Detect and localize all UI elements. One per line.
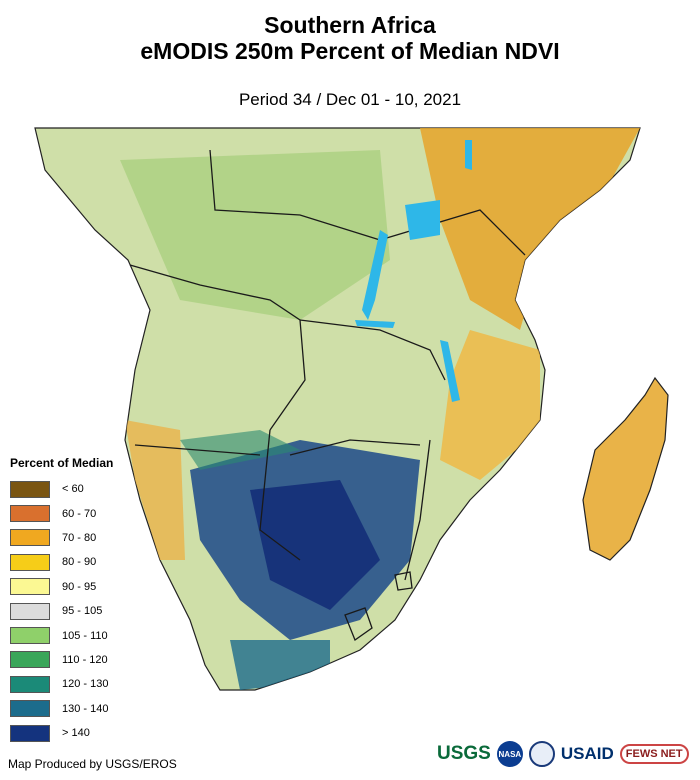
kariba-lake: [355, 320, 395, 328]
legend-item: > 140: [10, 721, 113, 745]
legend-label: 105 - 110: [62, 629, 108, 642]
legend-item: 80 - 90: [10, 550, 113, 574]
legend-swatch: [10, 724, 50, 742]
legend-swatch: [10, 602, 50, 620]
legend-swatch: [10, 651, 50, 669]
legend-label: 120 - 130: [62, 678, 109, 691]
legend-item: 70 - 80: [10, 526, 113, 550]
legend-label: 130 - 140: [62, 702, 109, 715]
kalahari-core-zone: [250, 480, 380, 610]
lake-malawi: [440, 340, 460, 402]
credit-text: Map Produced by USGS/EROS: [8, 757, 177, 771]
legend-title: Percent of Median: [10, 456, 114, 470]
legend-swatch: [10, 529, 50, 547]
central-green-zone: [120, 150, 390, 320]
legend-item: 120 - 130: [10, 672, 113, 696]
legend-label: 90 - 95: [62, 580, 97, 593]
legend-swatch: [10, 505, 50, 523]
legend-label: < 60: [62, 483, 84, 496]
usgs-logo: USGS: [437, 743, 491, 764]
seal-logo: [528, 741, 555, 767]
northeast-dry-zone: [420, 128, 640, 330]
legend-swatch: [10, 675, 50, 693]
legend-label: 80 - 90: [62, 556, 97, 569]
map-title-line1: Southern Africa: [264, 12, 436, 38]
south-coast-wet-zone: [230, 640, 330, 690]
nasa-logo: NASA: [496, 741, 523, 767]
logo-strip: USGS NASA USAID FEWS NET: [437, 741, 689, 767]
legend-label: > 140: [62, 727, 90, 740]
madagascar: [582, 376, 669, 561]
usaid-logo: USAID: [560, 744, 614, 763]
map-subtitle: Period 34 / Dec 01 - 10, 2021: [238, 90, 462, 109]
legend-item: 90 - 95: [10, 575, 113, 599]
legend-swatch: [10, 578, 50, 596]
legend-item: 95 - 105: [10, 599, 113, 623]
land-mass: [34, 127, 641, 691]
legend-item: 60 - 70: [10, 501, 113, 525]
fews-net-logo: FEWS NET: [619, 744, 689, 764]
lake-turkana: [465, 140, 472, 170]
legend-item: 105 - 110: [10, 623, 113, 647]
lakes: [355, 140, 472, 402]
legend-item: 130 - 140: [10, 697, 113, 721]
legend-item: 110 - 120: [10, 648, 113, 672]
lake-victoria: [405, 200, 440, 240]
map-title-line2: eMODIS 250m Percent of Median NDVI: [140, 38, 560, 64]
legend-swatch: [10, 700, 50, 718]
legend-label: 95 - 105: [62, 605, 103, 618]
legend-swatch: [10, 480, 50, 498]
legend-swatch: [10, 553, 50, 571]
legend-rows: < 60 60 - 70 70 - 80 80 - 90 90 - 95 95 - 105…: [10, 477, 113, 745]
west-coast-dry-zone: [125, 420, 185, 560]
legend: Percent of Median < 60 60 - 70 70 - 80 80 -…: [10, 456, 113, 745]
legend-swatch: [10, 627, 50, 645]
northern-teal-zone: [180, 430, 300, 470]
legend-label: 60 - 70: [62, 507, 97, 520]
lake-tanganyika: [362, 230, 388, 320]
legend-item: < 60: [10, 477, 113, 501]
legend-label: 110 - 120: [62, 653, 108, 666]
ndvi-map: [34, 127, 669, 691]
legend-label: 70 - 80: [62, 531, 97, 544]
east-dry-zone: [440, 330, 540, 480]
